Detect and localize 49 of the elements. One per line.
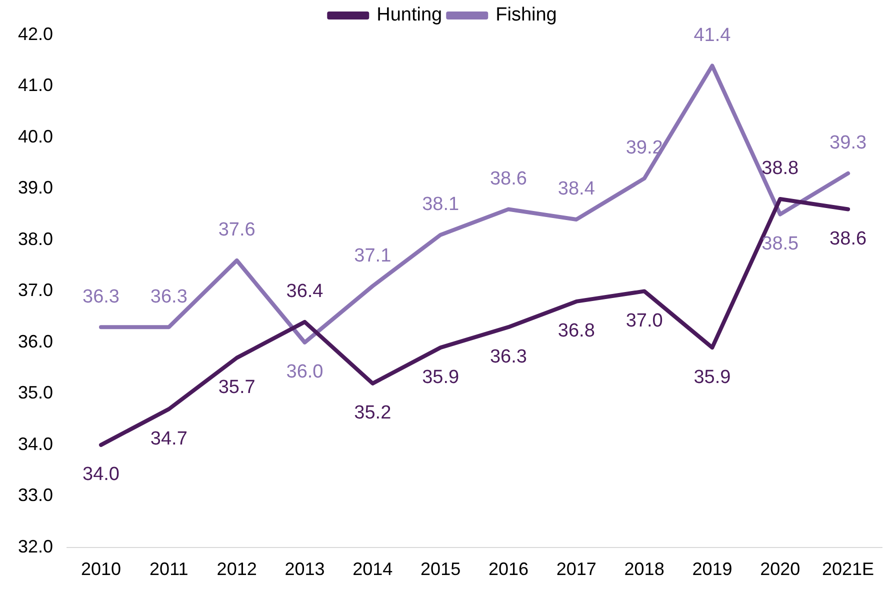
data-label: 38.1 [422,194,460,216]
data-label: 38.8 [762,158,799,180]
y-tick-label: 34.0 [18,434,54,454]
data-label: 39.3 [830,132,867,154]
data-label: 35.2 [354,402,392,424]
legend-label: Fishing [496,4,557,26]
data-label: 36.3 [150,286,188,308]
data-label: 38.6 [490,168,527,190]
data-label: 34.0 [82,464,120,486]
x-tick-label: 2010 [80,559,122,580]
x-tick-label: 2019 [692,559,732,580]
data-label: 35.9 [694,366,731,388]
data-label: 37.6 [218,220,256,241]
data-label: 39.2 [626,138,663,159]
data-label: 36.3 [82,286,120,308]
y-tick-label: 42.0 [18,24,54,44]
data-label: 38.6 [830,228,867,250]
x-tick-label: 2015 [420,559,461,580]
x-tick-label: 2013 [284,559,325,580]
y-tick-label: 37.0 [18,280,54,300]
legend-label: Hunting [376,4,442,26]
y-tick-label: 40.0 [18,126,54,146]
data-label: 37.1 [354,245,392,266]
x-tick-label: 2018 [624,559,664,580]
y-tick-label: 41.0 [18,75,54,96]
x-tick-label: 2021E [822,559,874,580]
data-label: 38.4 [558,178,596,200]
data-label: 36.0 [286,362,324,383]
x-tick-label: 2011 [150,559,188,580]
x-tick-label: 2012 [216,559,257,580]
data-label: 34.7 [150,428,188,450]
y-tick-label: 36.0 [18,331,54,352]
data-label: 37.0 [626,310,663,332]
data-label: 36.3 [490,346,527,368]
data-label: 36.8 [558,320,595,342]
data-label: 36.4 [286,281,324,302]
y-tick-label: 33.0 [18,485,54,506]
data-label: 41.4 [694,24,732,46]
y-tick-label: 39.0 [18,178,54,198]
x-tick-label: 2014 [352,559,393,580]
y-tick-label: 35.0 [18,382,54,403]
x-tick-label: 2017 [556,559,596,580]
x-tick-label: 2020 [760,559,800,580]
y-tick-label: 38.0 [18,228,54,249]
data-label: 38.5 [762,234,799,255]
y-tick-label: 32.0 [18,536,54,556]
x-tick-label: 2016 [488,559,528,580]
data-label: 35.9 [422,366,460,388]
data-label: 35.7 [218,377,256,398]
